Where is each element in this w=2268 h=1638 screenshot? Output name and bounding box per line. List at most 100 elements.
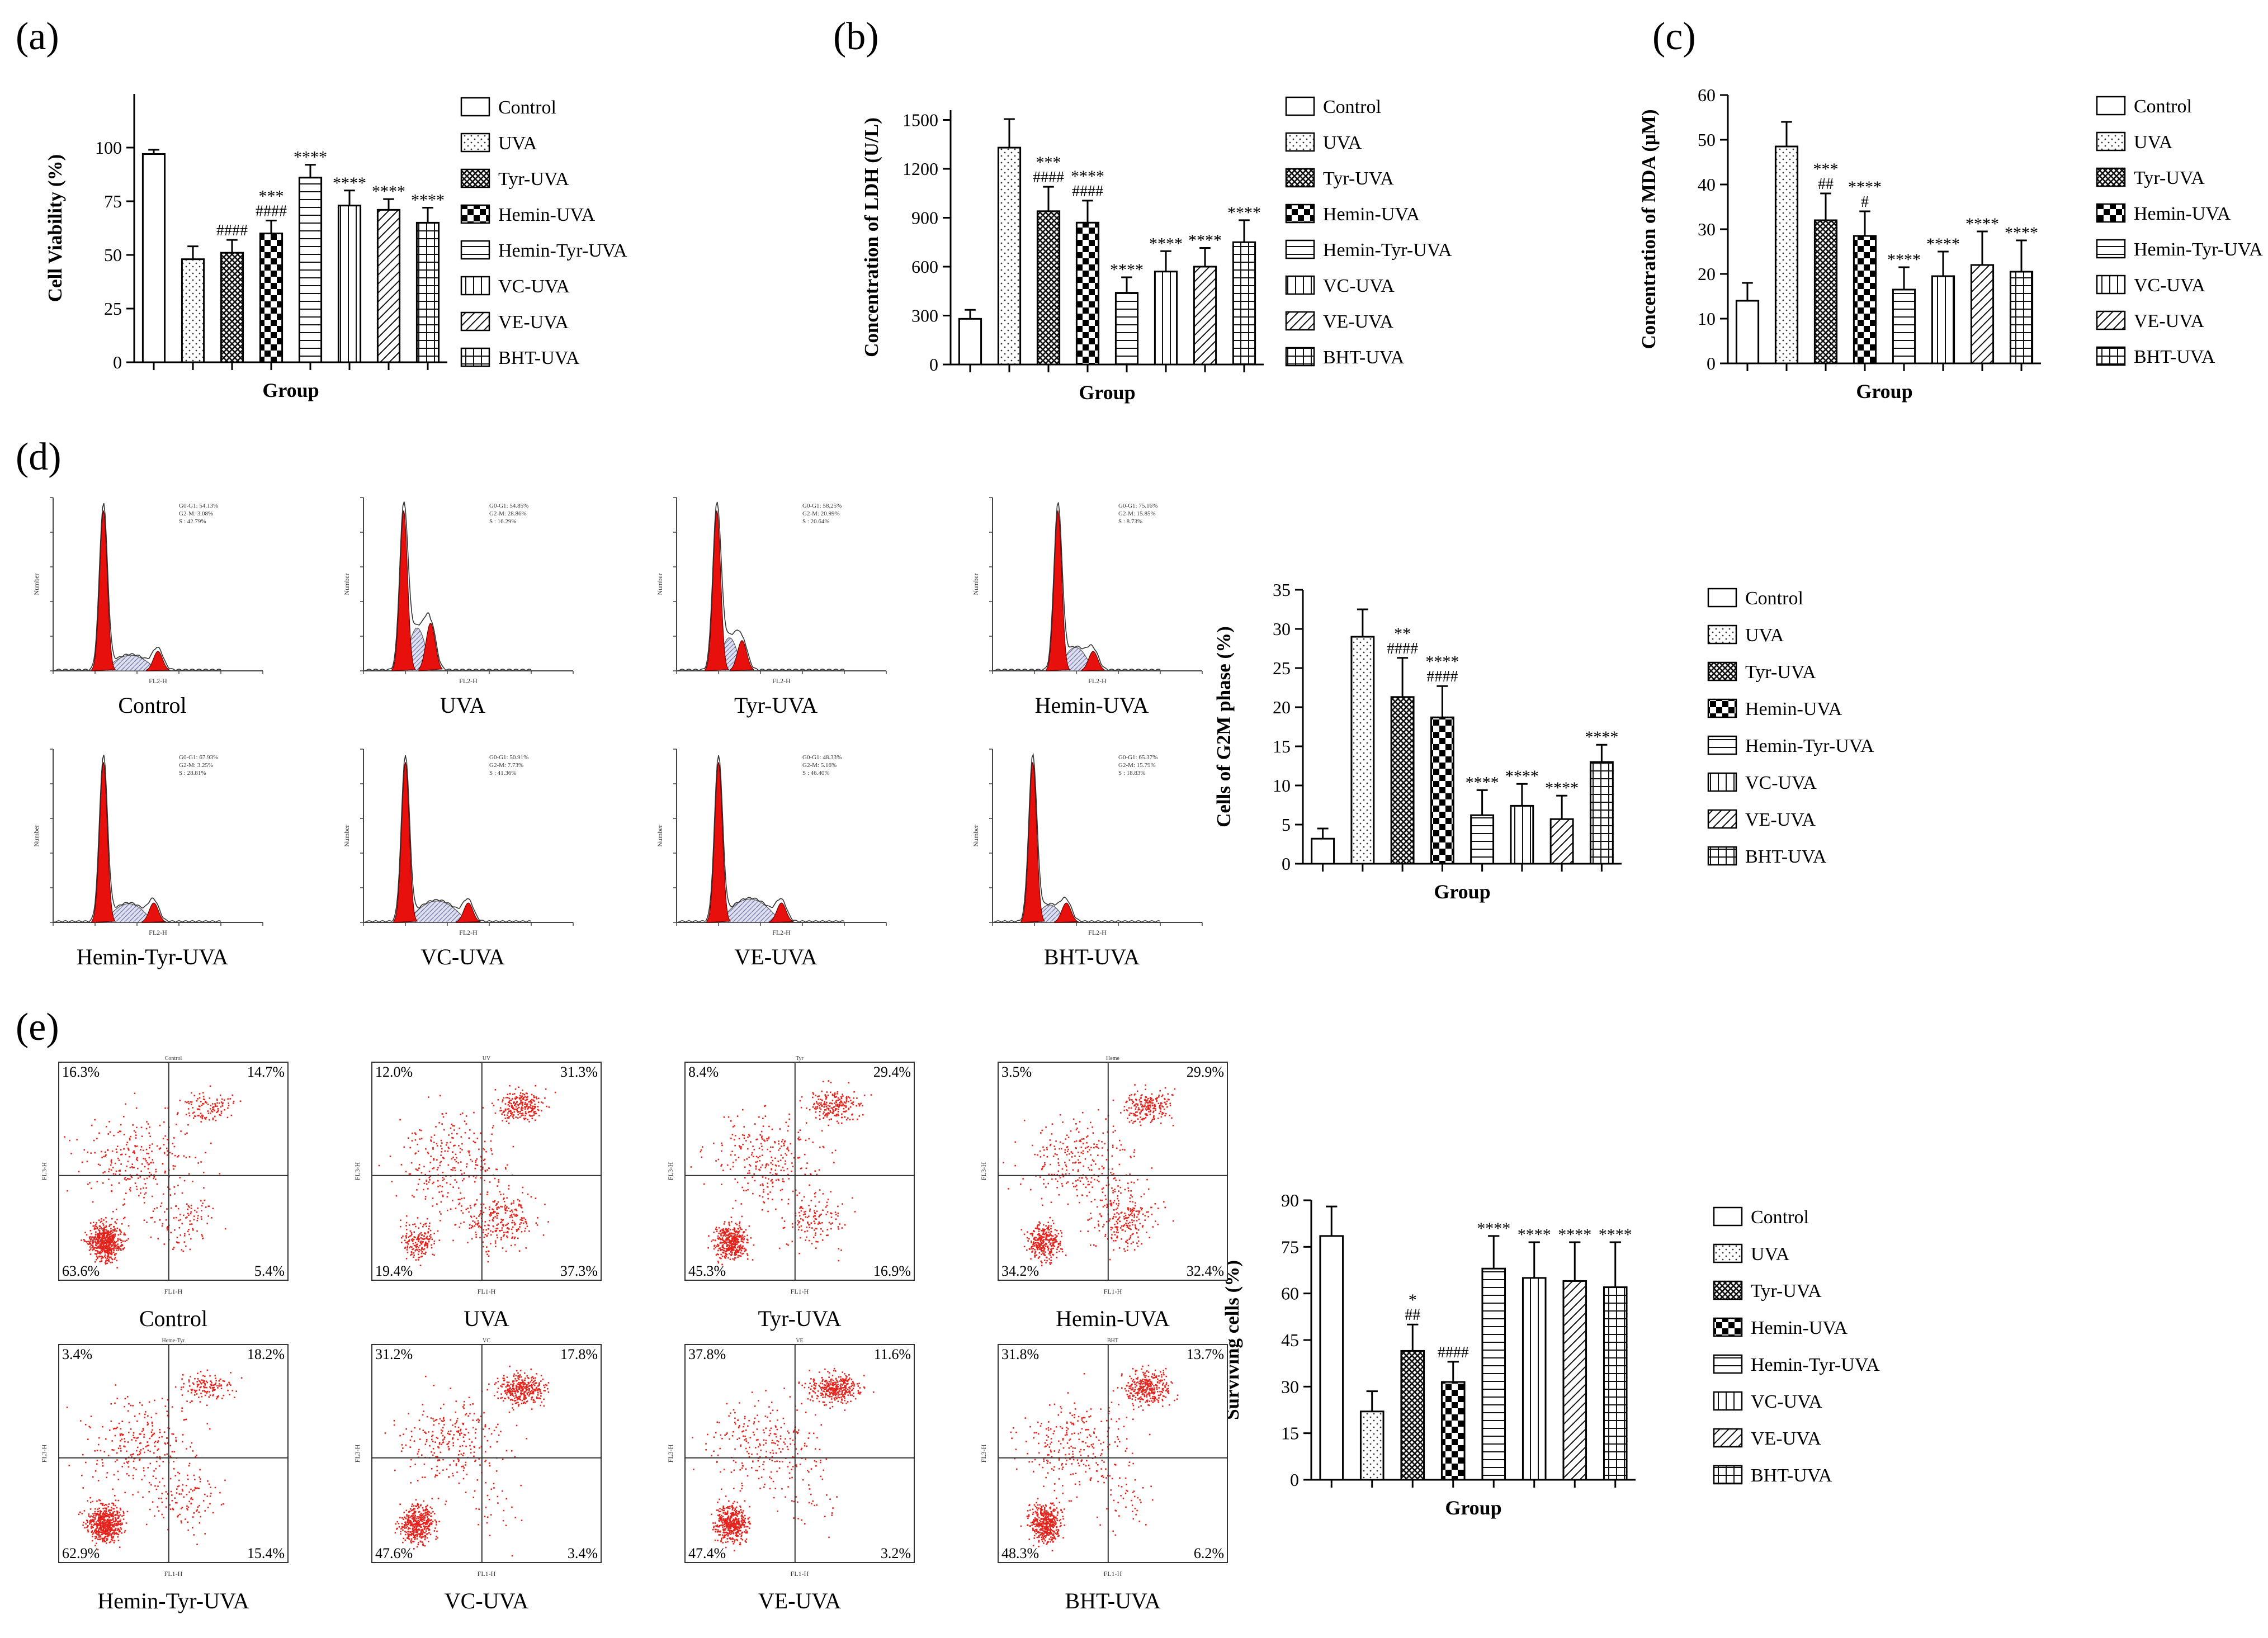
dot-plot-point [730,1216,733,1218]
dot-plot-point [1081,1194,1083,1196]
dot-plot-point [769,1191,771,1193]
dot-plot-point [119,1522,121,1525]
dot-plot-point [1150,1104,1151,1106]
dot-plot-point [1108,1183,1110,1186]
dot-plot-point [1038,1256,1041,1258]
dot-plot-point [110,1235,112,1238]
legend-label: VC-UVA [1745,773,1817,793]
dot-plot-point [1046,1228,1048,1229]
dot-plot-point [736,1239,739,1241]
dot-plot-point [459,1199,461,1200]
quadrant-value: 63.6% [62,1263,100,1279]
dot-plot-point [716,1253,719,1255]
dot-plot-point [752,1259,754,1261]
dot-plot-point [517,1228,519,1230]
dot-plot-point [835,1096,837,1098]
dot-plot-point [115,1530,116,1532]
dot-plot-frame [58,1344,289,1563]
dot-plot-point [816,1096,819,1097]
dot-plot-point [1089,1244,1092,1246]
dot-plot-point [514,1224,516,1226]
histogram-plot: G0-G1: 54.85%G2-M: 28.86%S : 16.29%FL2-H… [343,497,574,718]
dot-plot-point [1135,1210,1137,1212]
dot-plot-point [1127,1223,1130,1224]
dot-plot-point [209,1119,210,1121]
dot-plot-point [1051,1248,1053,1250]
dot-plot-point [1135,1226,1136,1228]
dot-plot-point [731,1238,733,1240]
dot-plot-point [1129,1228,1131,1230]
dot-plot-point [1008,1188,1009,1190]
dot-plot-point [826,1201,828,1204]
dot-plot-point [92,1249,94,1251]
dot-plot-point [729,1224,731,1227]
dot-plot-point [1137,1210,1139,1212]
dot-plot-point [1136,1220,1138,1222]
dot-plot-point [461,1143,463,1145]
dot-plot-point [1037,1248,1038,1251]
dot-plot-point [1108,1220,1111,1222]
dot-plot-point [730,1221,733,1223]
dot-plot-point [118,1531,120,1533]
dot-plot-point [1041,1250,1043,1252]
y-tick-label: 900 [911,208,938,228]
dot-plot-point [860,1102,862,1105]
dot-plot-point [400,1164,403,1166]
dot-plot-point [102,1246,104,1247]
dot-plot-point [474,1181,476,1183]
dot-plot-point [108,1242,110,1244]
dot-plot-point [1104,1204,1105,1206]
dot-plot-point [423,1238,425,1240]
dot-plot-point [512,1093,514,1095]
dot-plot-point [101,1260,102,1262]
legend-swatch [1285,347,1315,367]
dot-plot-point [150,1216,152,1219]
dot-plot-point [134,1182,136,1184]
dot-plot-point [1141,1094,1143,1096]
dot-plot-point [517,1107,518,1110]
dot-plot-point [752,1145,754,1147]
dot-plot-point [496,1217,498,1219]
dot-plot-point [476,1137,479,1139]
dot-plot-point [1126,1220,1128,1222]
dot-plot-point [1052,1235,1054,1237]
dot-plot-point [1073,1186,1075,1187]
dot-plot-point [1089,1218,1090,1220]
dot-plot-point [800,1138,801,1140]
dot-plot-point [1037,1257,1040,1259]
dot-plot-point [815,1106,816,1108]
dot-plot-point [102,1243,104,1245]
dot-plot-point [1087,1135,1089,1137]
dot-plot-point [197,1098,199,1100]
dot-plot-point [741,1234,744,1236]
legend-swatch [2096,346,2126,366]
dot-plot-point [505,1251,507,1252]
dot-plot-point [1050,1163,1051,1166]
dot-plot-point [102,1223,104,1224]
dot-plot-point [89,1236,91,1238]
dot-plot-point [1093,1244,1095,1246]
dot-plot-point [1041,1238,1043,1240]
dot-plot-point [1127,1190,1130,1192]
dot-plot-point [1114,1191,1116,1192]
dot-plot-point [516,1096,518,1099]
legend-label: Hemin-UVA [1323,204,1420,225]
dot-plot-point [1128,1097,1130,1099]
y-tick-label: 600 [911,257,938,277]
dot-plot-point [1142,1213,1144,1215]
dot-plot-point [206,1102,207,1104]
bar [1350,636,1375,865]
dot-plot-point [517,1117,519,1119]
significance-label: *** [259,187,284,206]
dot-plot-point [418,1251,420,1253]
dot-plot-point [801,1229,802,1231]
dot-plot-point [224,1109,225,1111]
dot-plot-point [533,1111,535,1112]
dot-plot-point [475,1177,477,1179]
dot-plot-point [726,1253,728,1256]
dot-plot-point [526,1223,528,1225]
dot-plot-point [1038,1228,1041,1230]
dot-plot-point [814,1229,815,1231]
dot-plot-point [527,1107,530,1109]
dot-plot-point [838,1099,839,1101]
